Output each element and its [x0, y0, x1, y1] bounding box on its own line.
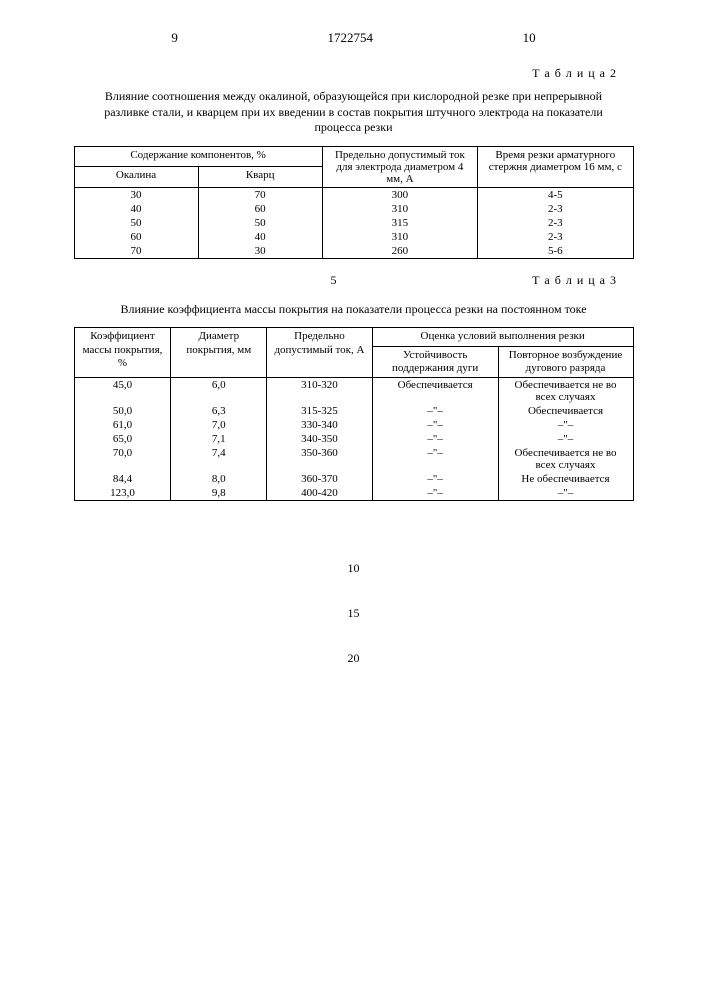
table-row: 70302605-6 — [74, 244, 633, 259]
cell: 9,8 — [171, 486, 267, 501]
cell: 310-320 — [267, 377, 373, 404]
cell: 70 — [74, 244, 198, 259]
cell: –"– — [372, 486, 498, 501]
cell: 70 — [198, 187, 322, 202]
page-doc-number: 1722754 — [328, 30, 374, 46]
cell: Не обеспечивается — [498, 472, 633, 486]
cell: 61,0 — [74, 418, 171, 432]
table-row: 30703004-5 — [74, 187, 633, 202]
table2-h-group: Содержание компонентов, % — [74, 146, 322, 167]
table2: Содержание компонентов, % Предельно допу… — [74, 146, 634, 259]
cell: –"– — [372, 472, 498, 486]
table2-caption: Влияние соотношения между окалиной, обра… — [90, 89, 617, 136]
line-markers: 10 15 20 — [50, 561, 657, 666]
table3-h-coef: Коэффициент массы покрытия, % — [74, 328, 171, 378]
table2-h-okalina: Окалина — [74, 167, 198, 188]
cell: 310 — [322, 202, 477, 216]
table-row: 70,07,4350-360–"–Обеспечивается не во вс… — [74, 446, 633, 472]
table3: Коэффициент массы покрытия, % Диаметр по… — [74, 327, 634, 501]
cell: 60 — [198, 202, 322, 216]
cell: 400-420 — [267, 486, 373, 501]
page-col-left: 9 — [171, 30, 178, 46]
cell: 315 — [322, 216, 477, 230]
table3-h-ust: Устойчивость поддержания дуги — [372, 346, 498, 377]
cell: 84,4 — [74, 472, 171, 486]
cell: 2-3 — [478, 202, 633, 216]
page-header: 9 1722754 10 — [171, 30, 535, 46]
table-row: 60403102-3 — [74, 230, 633, 244]
cell: 360-370 — [267, 472, 373, 486]
cell: 40 — [198, 230, 322, 244]
table-row: 84,48,0360-370–"–Не обеспечивается — [74, 472, 633, 486]
marker-15: 15 — [50, 606, 657, 621]
page-col-right: 10 — [523, 30, 536, 46]
cell: 350-360 — [267, 446, 373, 472]
cell: 30 — [74, 187, 198, 202]
cell: 123,0 — [74, 486, 171, 501]
cell: 50,0 — [74, 404, 171, 418]
cell: –"– — [498, 486, 633, 501]
cell: –"– — [498, 432, 633, 446]
mid-number-5: 5 — [239, 273, 428, 288]
cell: Обеспечивается не во всех случаях — [498, 377, 633, 404]
cell: 310 — [322, 230, 477, 244]
table3-h-ocenka: Оценка условий выполнения резки — [372, 328, 633, 346]
table2-h-tok: Предельно допустимый ток для электрода д… — [322, 146, 477, 187]
cell: –"– — [498, 418, 633, 432]
cell: 6,0 — [171, 377, 267, 404]
cell: 330-340 — [267, 418, 373, 432]
cell: 50 — [198, 216, 322, 230]
cell: 300 — [322, 187, 477, 202]
table2-h-kvarc: Кварц — [198, 167, 322, 188]
cell: Обеспечивается — [372, 377, 498, 404]
cell: 8,0 — [171, 472, 267, 486]
cell: 30 — [198, 244, 322, 259]
cell: 6,3 — [171, 404, 267, 418]
cell: 260 — [322, 244, 477, 259]
cell: –"– — [372, 432, 498, 446]
cell: –"– — [372, 446, 498, 472]
cell: 2-3 — [478, 230, 633, 244]
cell: 70,0 — [74, 446, 171, 472]
marker-20: 20 — [50, 651, 657, 666]
cell: Обеспечивается не во всех случаях — [498, 446, 633, 472]
table-row: 123,09,8400-420–"––"– — [74, 486, 633, 501]
table3-caption: Влияние коэффициента массы покрытия на п… — [90, 302, 617, 318]
cell: 4-5 — [478, 187, 633, 202]
table3-h-povt: Повторное возбуждение дугового разряда — [498, 346, 633, 377]
table-row: 40603102-3 — [74, 202, 633, 216]
table-row: 45,06,0310-320ОбеспечиваетсяОбеспечивает… — [74, 377, 633, 404]
cell: 60 — [74, 230, 198, 244]
cell: 65,0 — [74, 432, 171, 446]
cell: 315-325 — [267, 404, 373, 418]
table3-h-tok: Предельно допустимый ток, А — [267, 328, 373, 378]
cell: 7,1 — [171, 432, 267, 446]
cell: –"– — [372, 418, 498, 432]
cell: 7,0 — [171, 418, 267, 432]
table-row: 61,07,0330-340–"––"– — [74, 418, 633, 432]
marker-10: 10 — [50, 561, 657, 576]
cell: 2-3 — [478, 216, 633, 230]
cell: 45,0 — [74, 377, 171, 404]
table-row: 65,07,1340-350–"––"– — [74, 432, 633, 446]
table2-label: Т а б л и ц а 2 — [50, 66, 617, 81]
table3-h-diam: Диаметр покрытия, мм — [171, 328, 267, 378]
table3-label: Т а б л и ц а 3 — [428, 273, 617, 288]
cell: –"– — [372, 404, 498, 418]
cell: Обеспечивается — [498, 404, 633, 418]
cell: 340-350 — [267, 432, 373, 446]
table-row: 50503152-3 — [74, 216, 633, 230]
cell: 50 — [74, 216, 198, 230]
cell: 40 — [74, 202, 198, 216]
cell: 7,4 — [171, 446, 267, 472]
cell: 5-6 — [478, 244, 633, 259]
table2-h-time: Время резки арматурного стержня диаметро… — [478, 146, 633, 187]
table-row: 50,06,3315-325–"–Обеспечивается — [74, 404, 633, 418]
